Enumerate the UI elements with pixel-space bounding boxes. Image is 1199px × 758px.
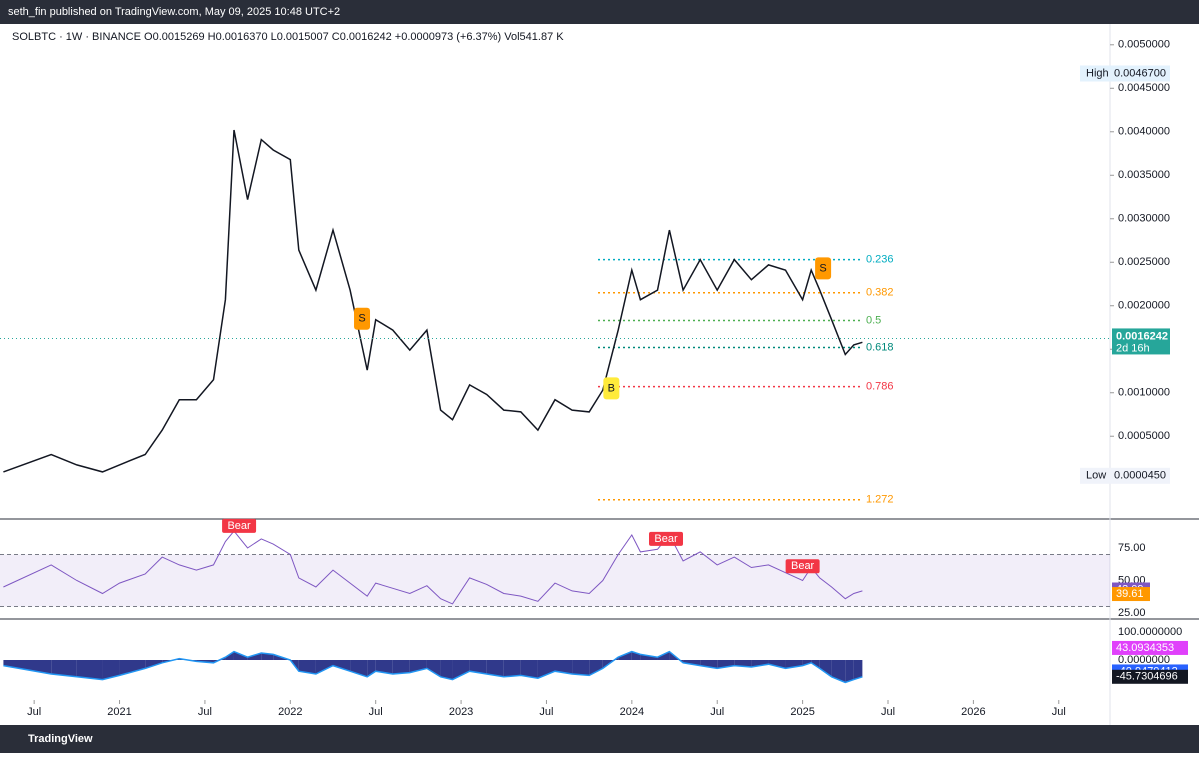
osc-area [350,660,368,677]
rsi-tag [1112,587,1150,602]
osc-area [572,660,590,676]
osc-area [392,660,410,674]
osc-area [333,660,351,672]
osc-area [452,660,470,680]
fib-label: 1.272 [866,494,894,506]
rsi-band [0,554,1110,607]
y-tick-label: 0.0045000 [1118,82,1170,94]
extreme-label: High [1086,67,1109,79]
osc-area [520,660,538,679]
y-tick-label: 0.0040000 [1118,126,1170,138]
countdown: 2d 16h [1116,342,1150,354]
extreme-label: Low [1086,470,1106,482]
osc-area [3,660,52,674]
rsi-line [3,530,863,605]
osc-area [819,660,832,677]
y-tick-label: 0.0050000 [1118,39,1170,51]
osc-area [853,660,863,680]
x-tick-label: 2022 [278,706,302,718]
y-tick-label: 0.0020000 [1118,300,1170,312]
y-tick-label: 0.0035000 [1118,169,1170,181]
y-tick-label: 0.0030000 [1118,213,1170,225]
x-tick-label: Jul [369,706,383,718]
osc-area [503,660,521,677]
osc-area [315,660,333,674]
signal-box [354,307,371,330]
osc-tag-label: 43.0934353 [1116,642,1174,654]
signal-box [603,377,620,400]
extreme-tag [1080,65,1170,82]
osc-area [119,660,146,676]
osc-tick-label: 0.0000000 [1118,654,1170,666]
last-tag [1112,328,1170,355]
price-line [3,129,863,473]
osc-tick-label: 100.0000000 [1118,626,1182,638]
osc-area [768,660,786,669]
footer-bar [0,725,1199,753]
fib-label: 0.786 [866,381,894,393]
osc-area [367,660,376,677]
fib-label: 0.236 [866,254,894,266]
bear-box [649,531,683,546]
rsi-tick-label: 75.00 [1118,542,1146,554]
extreme-tag [1080,467,1170,484]
signal-label: B [608,382,615,394]
x-tick-label: 2023 [449,706,473,718]
osc-area [76,660,103,680]
osc-area [375,660,393,674]
osc-area [51,660,77,677]
x-tick-label: 2026 [961,706,985,718]
x-tick-label: 2021 [107,706,131,718]
osc-area [298,660,316,674]
osc-tag-label: -45.7304696 [1116,671,1178,683]
bear-label: Bear [791,560,815,572]
x-tick-label: Jul [1052,706,1066,718]
x-tick-label: Jul [27,706,41,718]
x-tick-label: Jul [710,706,724,718]
fib-label: 0.382 [866,287,894,299]
signal-label: S [819,262,826,274]
osc-area [426,660,441,677]
osc-area [555,660,573,674]
x-tick-label: Jul [881,706,895,718]
osc-area [486,660,504,677]
osc-area [831,660,846,683]
osc-line [3,650,863,684]
osc-area [440,660,453,680]
bear-box [785,559,820,574]
osc-tag [1112,640,1188,655]
fib-label: 0.618 [866,341,894,353]
y-tick-label: 0.0005000 [1118,430,1170,442]
osc-area [589,660,603,676]
chart-title: SOLBTC · 1W · BINANCE O0.0015269 H0.0016… [12,31,564,43]
rsi-tag-label: 39.61 [1116,588,1144,600]
y-tick-label: 0.0010000 [1118,387,1170,399]
osc-area [102,660,120,680]
osc-area [751,660,769,667]
x-tick-label: 2025 [790,706,814,718]
last-value: 0.0016242 [1116,330,1168,342]
header: seth_fin published on TradingView.com, M… [8,6,340,18]
y-tick-label: 0.0025000 [1118,256,1170,268]
footer: TradingView [28,733,93,745]
rsi-tick-label: 25.00 [1118,607,1146,619]
bear-label: Bear [654,533,678,545]
bear-box [222,518,257,533]
osc-area [537,660,555,679]
x-tick-label: Jul [539,706,553,718]
osc-tag [1112,669,1188,684]
x-tick-label: 2024 [620,706,644,718]
signal-label: S [358,313,365,325]
bear-label: Bear [227,520,251,532]
extreme-value: 0.0000450 [1114,470,1166,482]
osc-area [845,660,854,683]
x-tick-label: Jul [198,706,212,718]
osc-area [469,660,487,674]
extreme-value: 0.0046700 [1114,67,1166,79]
fib-label: 0.5 [866,314,881,326]
signal-box [815,257,832,280]
header-bar [0,0,1199,24]
